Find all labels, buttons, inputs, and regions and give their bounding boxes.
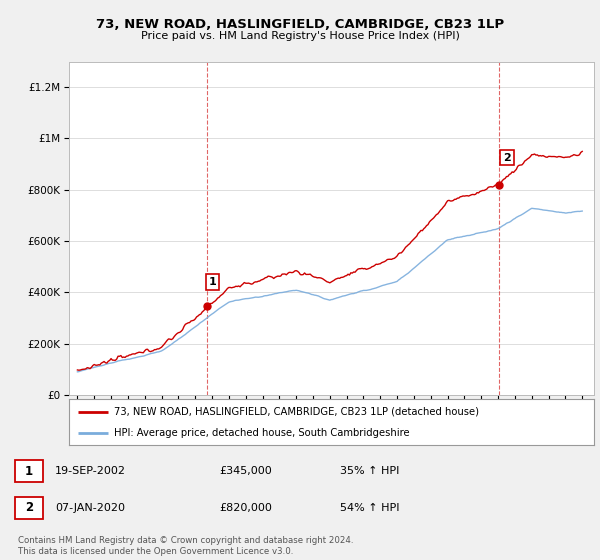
Text: HPI: Average price, detached house, South Cambridgeshire: HPI: Average price, detached house, Sout… <box>113 428 409 438</box>
Text: 07-JAN-2020: 07-JAN-2020 <box>55 502 125 512</box>
Text: 73, NEW ROAD, HASLINGFIELD, CAMBRIDGE, CB23 1LP (detached house): 73, NEW ROAD, HASLINGFIELD, CAMBRIDGE, C… <box>113 407 479 417</box>
FancyBboxPatch shape <box>15 497 43 519</box>
Text: £820,000: £820,000 <box>220 502 272 512</box>
Text: £345,000: £345,000 <box>220 466 272 476</box>
Text: 35% ↑ HPI: 35% ↑ HPI <box>340 466 400 476</box>
Text: Contains HM Land Registry data © Crown copyright and database right 2024.
This d: Contains HM Land Registry data © Crown c… <box>18 536 353 556</box>
FancyBboxPatch shape <box>15 460 43 482</box>
Text: 19-SEP-2002: 19-SEP-2002 <box>55 466 126 476</box>
Text: 73, NEW ROAD, HASLINGFIELD, CAMBRIDGE, CB23 1LP: 73, NEW ROAD, HASLINGFIELD, CAMBRIDGE, C… <box>96 18 504 31</box>
Text: 2: 2 <box>25 501 33 514</box>
Text: 2: 2 <box>503 153 511 163</box>
Text: 54% ↑ HPI: 54% ↑ HPI <box>340 502 400 512</box>
Text: Price paid vs. HM Land Registry's House Price Index (HPI): Price paid vs. HM Land Registry's House … <box>140 31 460 41</box>
Text: 1: 1 <box>208 277 216 287</box>
Text: 1: 1 <box>25 465 33 478</box>
